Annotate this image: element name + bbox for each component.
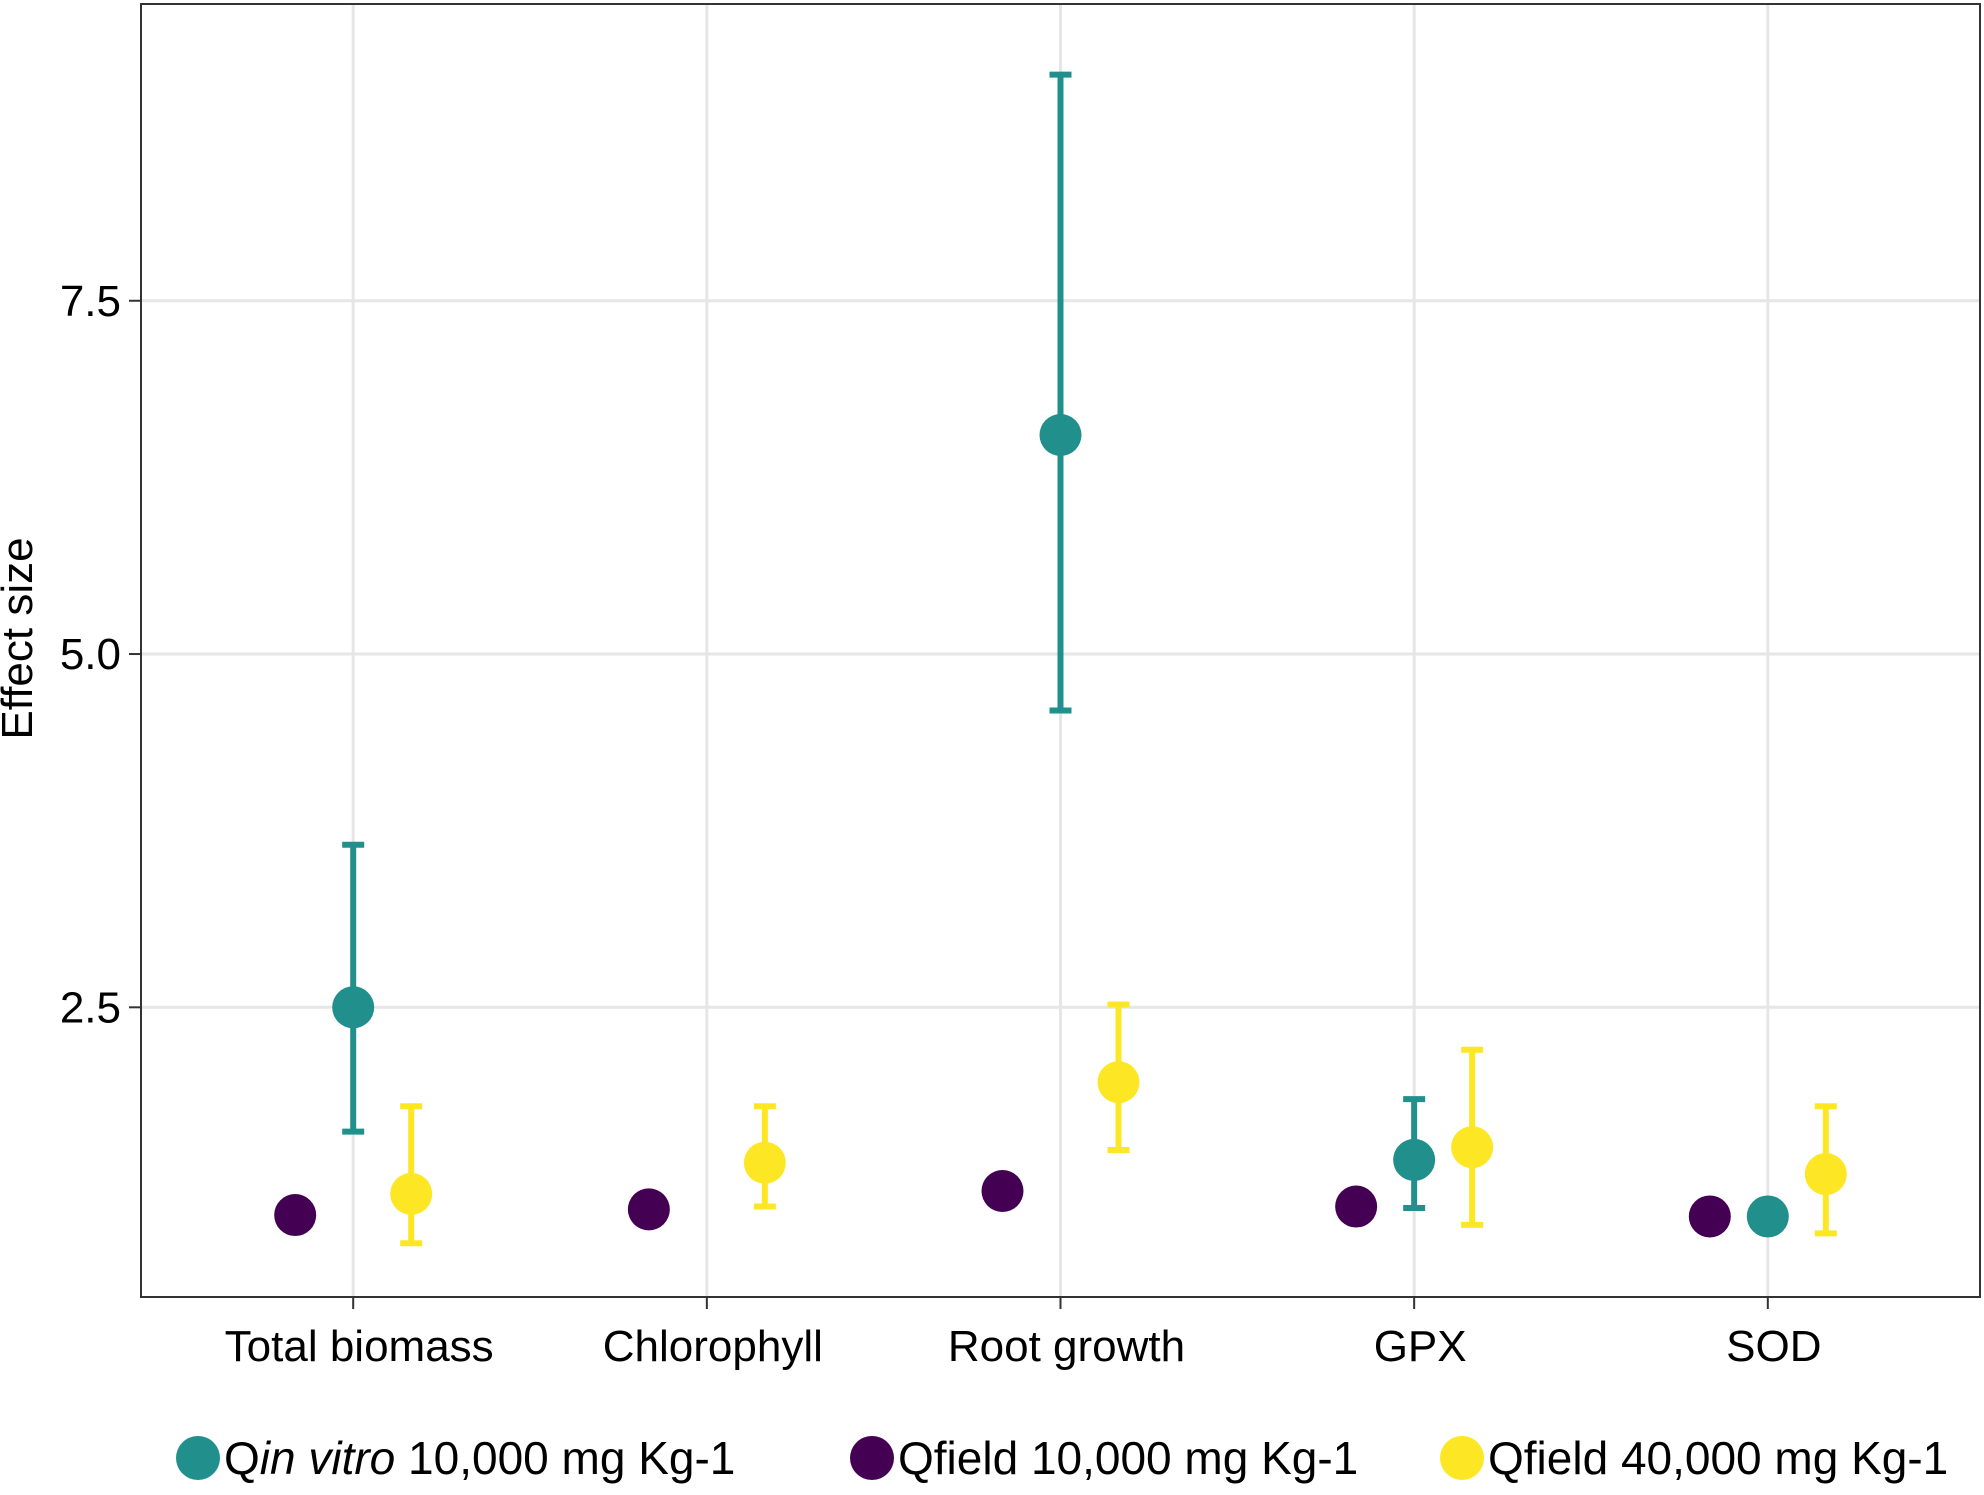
legend-swatch bbox=[176, 1436, 220, 1480]
data-point bbox=[332, 986, 375, 1029]
legend-label-italic-part: in vitro bbox=[260, 1432, 395, 1484]
legend-label: Qfield 10,000 mg Kg-1 bbox=[898, 1432, 1358, 1484]
data-point bbox=[274, 1194, 317, 1237]
x-tick-label: Root growth bbox=[948, 1322, 1185, 1371]
legend-label-part: Qfield 40,000 mg Kg-1 bbox=[1488, 1432, 1948, 1484]
axes: Total biomass Chlorophyll Root growth GPX SO… bbox=[60, 277, 1822, 1371]
data-marks bbox=[274, 71, 1847, 1247]
data-point bbox=[1688, 1195, 1731, 1238]
x-tick-label: GPX bbox=[1374, 1322, 1467, 1371]
legend-label-part: 10,000 mg Kg-1 bbox=[395, 1432, 735, 1484]
y-tick-label: 5.0 bbox=[60, 630, 121, 679]
legend-swatch bbox=[850, 1436, 894, 1480]
data-point bbox=[1097, 1061, 1140, 1104]
data-point bbox=[627, 1188, 670, 1231]
legend-label-part: Qfield 10,000 mg Kg-1 bbox=[898, 1432, 1358, 1484]
data-point bbox=[1393, 1138, 1436, 1181]
data-point bbox=[1039, 414, 1082, 456]
data-point bbox=[1451, 1126, 1494, 1169]
data-point bbox=[981, 1170, 1024, 1213]
y-tick-label: 2.5 bbox=[60, 983, 121, 1032]
legend-swatch bbox=[1440, 1436, 1484, 1480]
legend-label-part: Q bbox=[224, 1432, 260, 1484]
data-point bbox=[1335, 1185, 1378, 1228]
y-tick-label: 7.5 bbox=[60, 277, 121, 326]
x-tick-label: SOD bbox=[1726, 1322, 1821, 1371]
data-point bbox=[743, 1141, 786, 1184]
y-axis-title: Effect size bbox=[0, 537, 42, 739]
legend-label: Qin vitro 10,000 mg Kg-1 bbox=[224, 1432, 735, 1484]
data-point bbox=[1804, 1153, 1847, 1196]
data-point bbox=[390, 1172, 433, 1215]
data-point bbox=[1746, 1195, 1789, 1238]
legend: Qin vitro 10,000 mg Kg-1 Qfield 10,000 mg… bbox=[176, 1432, 1948, 1484]
legend-label: Qfield 40,000 mg Kg-1 bbox=[1488, 1432, 1948, 1484]
x-tick-label: Chlorophyll bbox=[603, 1322, 823, 1371]
x-tick-label: Total biomass bbox=[225, 1322, 494, 1371]
